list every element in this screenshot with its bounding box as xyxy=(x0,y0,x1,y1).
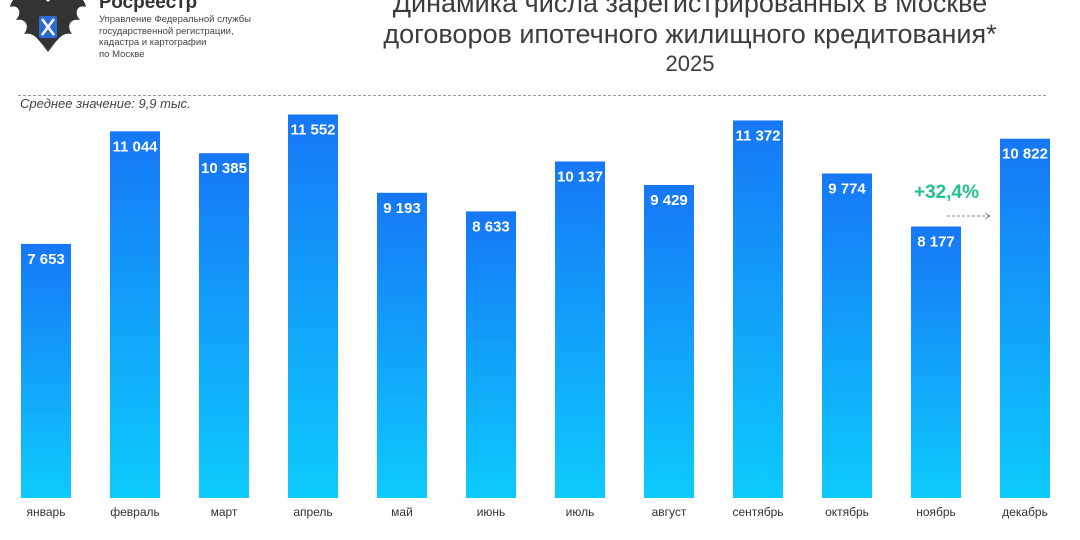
data-label: 9 774 xyxy=(828,181,866,198)
bar-январь xyxy=(21,243,71,498)
bar-июнь xyxy=(466,211,516,498)
data-label: 9 429 xyxy=(650,192,688,209)
data-label: 7 653 xyxy=(27,251,65,268)
bar-февраль xyxy=(110,131,160,498)
month-label: ноябрь xyxy=(916,505,956,519)
data-label: 9 193 xyxy=(383,200,421,217)
brand-name: Росреестр xyxy=(99,0,198,13)
data-label: 10 385 xyxy=(201,160,247,177)
month-label: июнь xyxy=(477,505,506,519)
mean-line xyxy=(18,95,1046,96)
month-label: май xyxy=(391,505,413,519)
data-label: 11 372 xyxy=(735,127,780,144)
month-label: август xyxy=(652,505,687,519)
month-label: сентябрь xyxy=(732,505,783,519)
bar-май xyxy=(377,192,427,498)
bar-декабрь xyxy=(1000,138,1050,498)
organization-name: Управление Федеральной службы государств… xyxy=(99,14,251,60)
data-label: 10 137 xyxy=(557,168,603,185)
bar-август xyxy=(644,184,694,498)
bar-сентябрь xyxy=(733,120,783,499)
month-label: январь xyxy=(27,505,66,519)
title-line-1: Динамика числа зарегистрированных в Моск… xyxy=(392,0,988,18)
chart-subtitle: 2025 xyxy=(665,51,715,76)
data-label: 8 177 xyxy=(917,234,955,251)
month-label: октябрь xyxy=(825,505,869,519)
title-line-2: договоров ипотечного жилищного кредитова… xyxy=(383,19,997,49)
data-label: 11 552 xyxy=(290,121,335,138)
month-label: декабрь xyxy=(1002,505,1048,519)
eagle-emblem-logo xyxy=(10,0,86,52)
bar-апрель xyxy=(288,114,338,498)
data-label: 10 822 xyxy=(1002,146,1048,163)
data-label: 8 633 xyxy=(472,218,510,235)
bar-ноябрь xyxy=(911,226,961,498)
bar-март xyxy=(199,153,249,498)
mean-label: Среднее значение: 9,9 тыс. xyxy=(20,96,191,111)
month-label: апрель xyxy=(293,505,332,519)
bar-октябрь xyxy=(822,173,872,498)
chart-title: Динамика числа зарегистрированных в Моск… xyxy=(300,0,1080,78)
arrow-head-icon xyxy=(984,212,991,220)
month-label: февраль xyxy=(110,505,160,519)
data-label: 11 044 xyxy=(112,138,158,155)
growth-annotation: +32,4% xyxy=(914,182,979,203)
month-label: июль xyxy=(566,505,595,519)
month-label: март xyxy=(211,505,238,519)
bar-июль xyxy=(555,161,605,498)
